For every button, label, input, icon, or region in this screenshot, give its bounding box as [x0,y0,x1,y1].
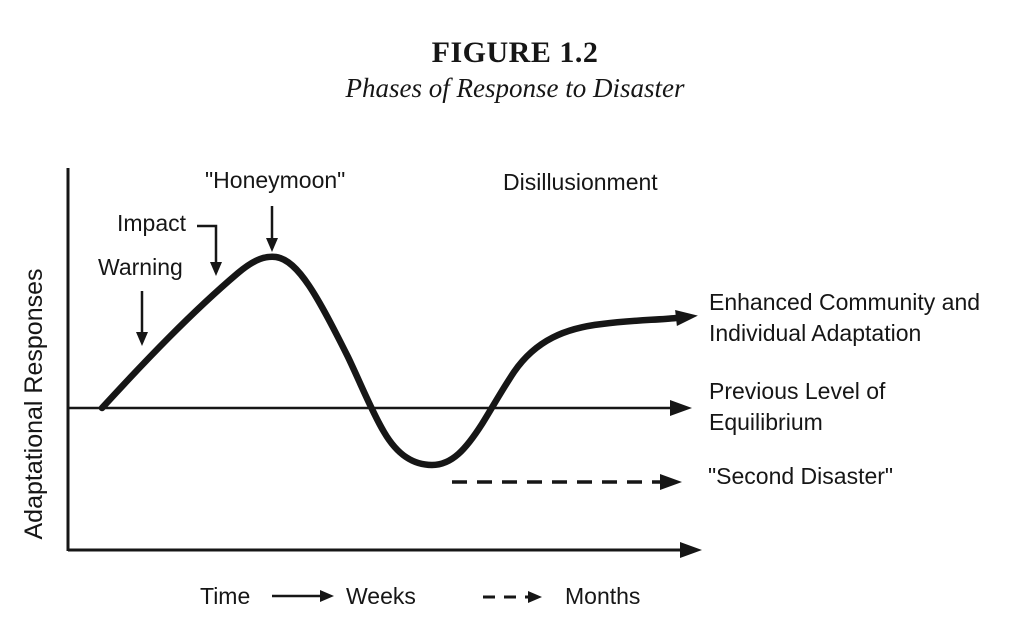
honeymoon-label: "Honeymoon" [205,167,346,193]
impact-connector-arrow [197,224,222,276]
second-disaster-label: "Second Disaster" [708,463,894,489]
impact-label: Impact [117,210,187,236]
previous-level-line2: Equilibrium [709,409,823,435]
figure-title-block: FIGURE 1.2 Phases of Response to Disaste… [0,36,1023,104]
response-curve [98,253,698,469]
disillusionment-label: Disillusionment [503,169,658,195]
enhanced-adaptation-line1: Enhanced Community and [709,289,981,315]
figure-number: FIGURE 1.2 [431,36,599,69]
y-axis-label: Adaptational Responses [20,268,48,540]
time-axis-label: Time [200,583,251,609]
enhanced-adaptation-label: Enhanced Community and Individual Adapta… [709,287,980,349]
enhanced-adaptation-line2: Individual Adaptation [709,320,922,346]
previous-level-line1: Previous Level of [709,378,886,404]
previous-level-label: Previous Level of Equilibrium [709,376,885,438]
warning-label: Warning [98,254,183,280]
figure-subtitle: Phases of Response to Disaster [345,73,685,103]
weeks-legend-label: Weeks [346,583,416,609]
months-legend-label: Months [565,583,641,609]
